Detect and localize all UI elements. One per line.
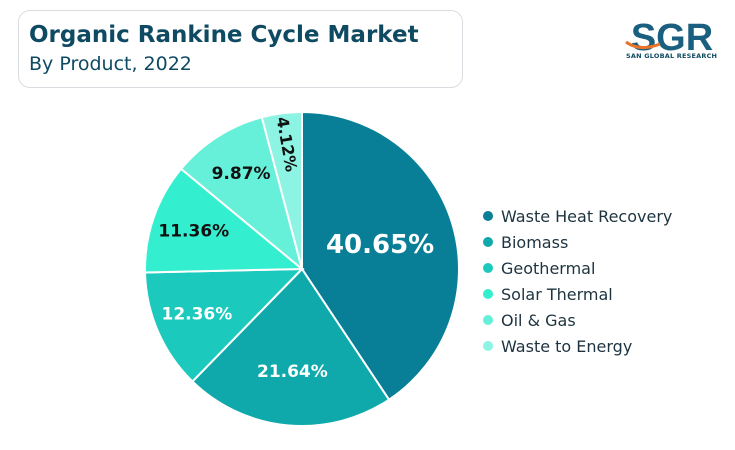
legend-swatch xyxy=(483,237,493,247)
data-label-solar-thermal: 11.36% xyxy=(158,221,229,241)
legend-label: Biomass xyxy=(501,232,569,252)
legend-item: Solar Thermal xyxy=(483,281,672,307)
legend-item: Waste to Energy xyxy=(483,333,672,359)
legend-label: Solar Thermal xyxy=(501,284,613,304)
logo-letters: SGR xyxy=(631,17,713,59)
legend-swatch xyxy=(483,341,493,351)
data-label-geothermal: 12.36% xyxy=(161,305,232,325)
pie-slice-solar-thermal xyxy=(144,167,305,274)
pie-slice-biomass xyxy=(191,267,391,427)
data-label-oil-gas: 9.87% xyxy=(212,164,271,184)
legend-item: Biomass xyxy=(483,229,672,255)
legend-item: Oil & Gas xyxy=(483,307,672,333)
legend-label: Oil & Gas xyxy=(501,310,576,330)
legend-label: Geothermal xyxy=(501,258,596,278)
logo-swoosh xyxy=(625,40,661,49)
legend-item: Geothermal xyxy=(483,255,672,281)
chart-subtitle: By Product, 2022 xyxy=(29,53,192,75)
sgr-logo: SGR xyxy=(625,17,713,59)
legend-label: Waste Heat Recovery xyxy=(501,206,673,226)
legend-swatch xyxy=(483,289,493,299)
pie-slice-geothermal xyxy=(144,267,305,383)
chart-legend: Waste Heat Recovery Biomass Geothermal Sola… xyxy=(483,203,672,359)
legend-swatch xyxy=(483,263,493,273)
data-label-biomass: 21.64% xyxy=(257,362,328,382)
logo-tagline: SAN GLOBAL RESEARCH xyxy=(626,52,718,60)
pie-slice-waste-to-energy xyxy=(260,110,303,270)
chart-title: Organic Rankine Cycle Market xyxy=(29,22,419,48)
title-box: Organic Rankine Cycle Market By Product,… xyxy=(18,10,463,88)
legend-item: Waste Heat Recovery xyxy=(483,203,672,229)
data-label-waste-heat-recovery: 40.65% xyxy=(326,230,434,260)
legend-swatch xyxy=(483,211,493,221)
legend-swatch xyxy=(483,315,493,325)
legend-label: Waste to Energy xyxy=(501,336,633,356)
